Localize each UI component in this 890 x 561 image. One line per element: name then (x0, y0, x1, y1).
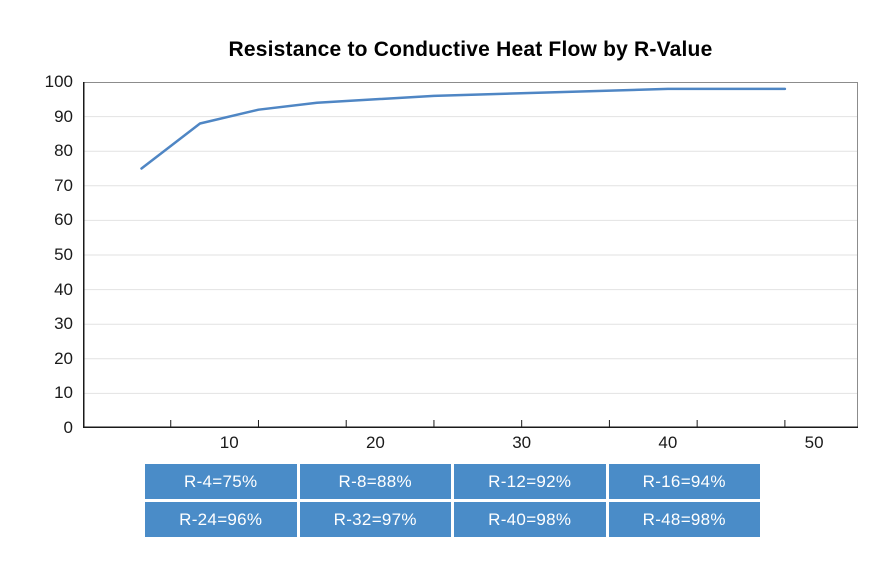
line-chart (83, 82, 858, 428)
r-value-cell: R-16=94% (608, 464, 760, 499)
y-axis-tick-label: 60 (54, 210, 73, 230)
r-value-cell: R-12=92% (454, 464, 606, 499)
y-axis-tick-label: 40 (54, 279, 73, 299)
x-axis-tick-label: 10 (219, 433, 239, 452)
r-value-cell: R-32=97% (299, 502, 451, 537)
y-axis-tick-label: 20 (54, 348, 73, 368)
y-axis-tick-label: 10 (54, 383, 73, 403)
r-value-cell: R-40=98% (454, 502, 606, 537)
data-line (140, 87, 787, 170)
r-value-cell: R-8=88% (299, 464, 451, 499)
chart-title: Resistance to Conductive Heat Flow by R-… (228, 38, 713, 61)
y-axis-tick-label: 80 (54, 141, 73, 161)
y-axis-tick-label: 90 (54, 106, 73, 126)
y-axis-tick-label: 100 (44, 72, 73, 91)
r-value-cell: R-4=75% (145, 464, 297, 499)
y-axis-tick-label: 30 (54, 314, 73, 334)
plot-area: 0 10 20 30 40 50 60 70 80 90 100 10 20 30 40 50 (45, 73, 858, 452)
x-axis-tick-label: 40 (658, 433, 678, 452)
x-axis-tick-label: 30 (512, 433, 532, 452)
y-axis-tick-label: 70 (54, 175, 73, 195)
y-axis-tick-label: 0 (63, 418, 73, 437)
r-value-cell: R-24=96% (145, 502, 297, 537)
r-value-table: R-4=75% R-8=88% R-12=92% R-16=94% R-24=96% R-… (145, 464, 760, 537)
y-axis-tick-label: 50 (54, 245, 73, 264)
r-value-cell: R-48=98% (608, 502, 760, 537)
x-axis-tick-label: 50 (804, 433, 824, 452)
x-axis-tick-label: 20 (365, 433, 385, 452)
